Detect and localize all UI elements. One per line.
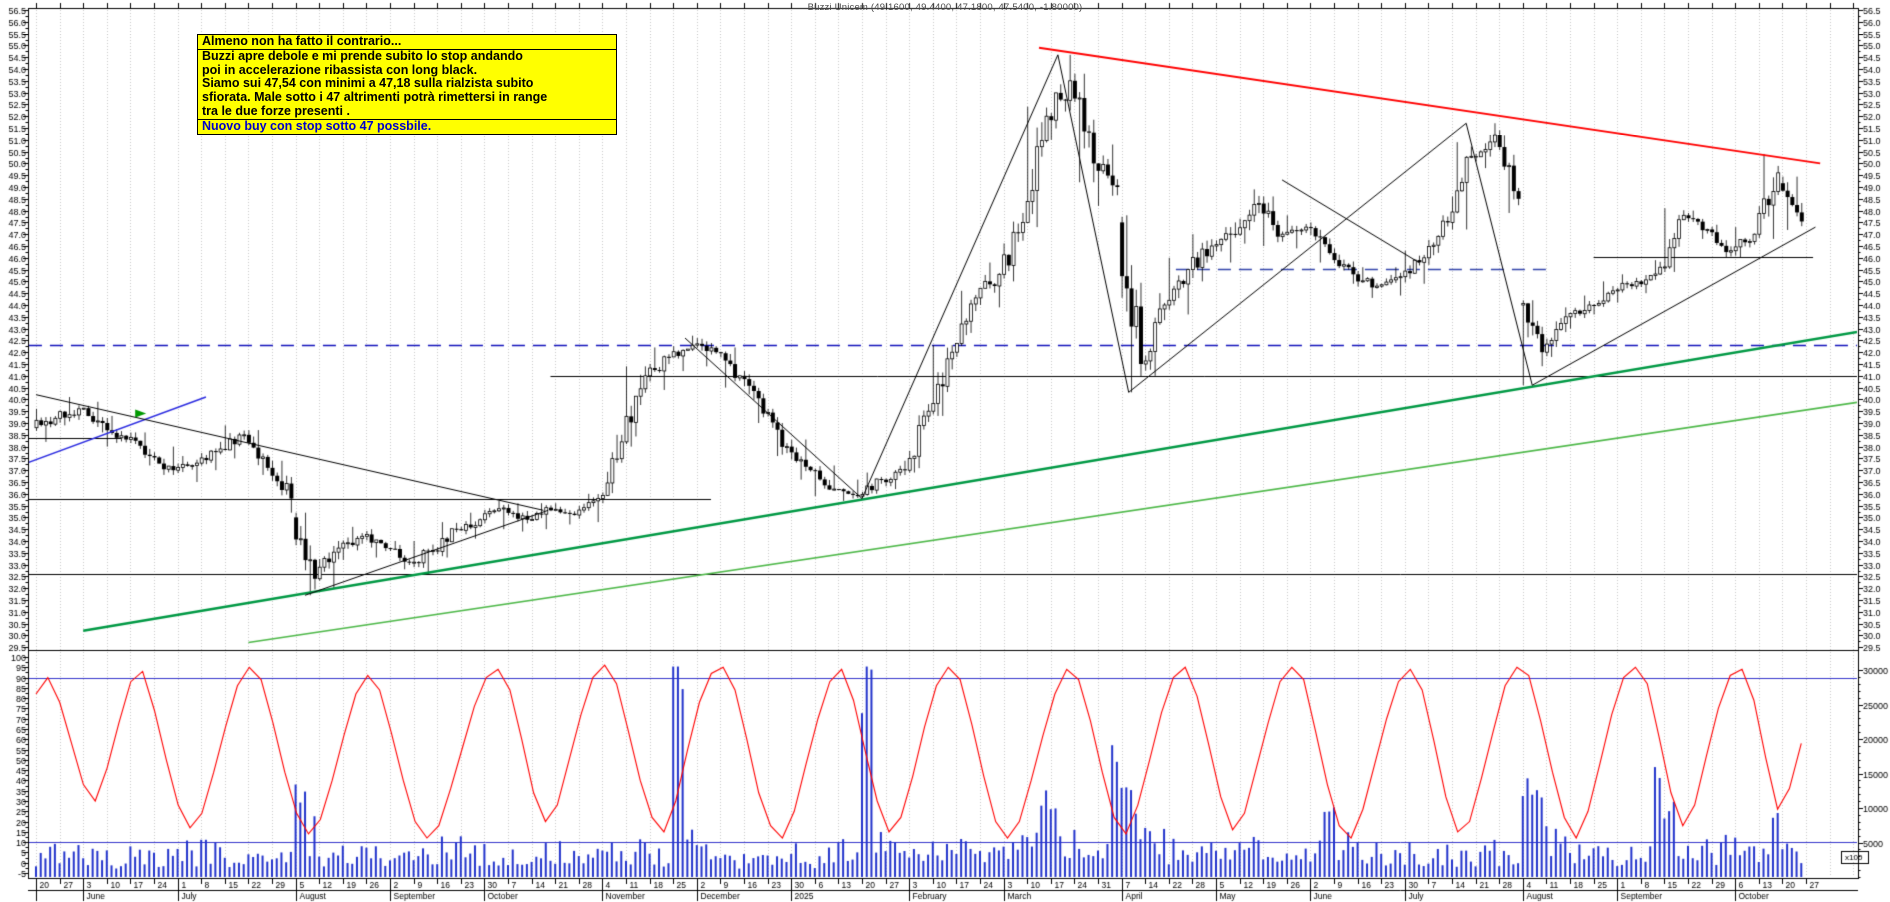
annotation-line: Nuovo buy con stop sotto 47 possbile. [202,118,432,133]
annotation-section-1: Almeno non ha fatto il contrario... [197,34,617,50]
annotation-section-3: Nuovo buy con stop sotto 47 possbile. [197,118,617,135]
annotation-line: Siamo sui 47,54 con minimi a 47,18 sulla… [202,76,534,91]
chart-title: Buzzi Unicem (49.1600, 49.4400, 47.1800,… [807,2,1083,13]
annotation-line: poi in accelerazione ribassista con long… [202,62,478,77]
annotation-section-2: Buzzi apre debole e mi prende subito lo … [197,48,617,120]
annotation-line: Buzzi apre debole e mi prende subito lo … [202,48,523,63]
annotation-line: sfiorata. Male sotto i 47 altrimenti pot… [202,90,548,105]
annotation-box[interactable]: Almeno non ha fatto il contrario... Buzz… [197,34,617,135]
annotation-line: tra le due forze presenti . [202,103,350,118]
annotation-line: Almeno non ha fatto il contrario... [202,34,402,48]
